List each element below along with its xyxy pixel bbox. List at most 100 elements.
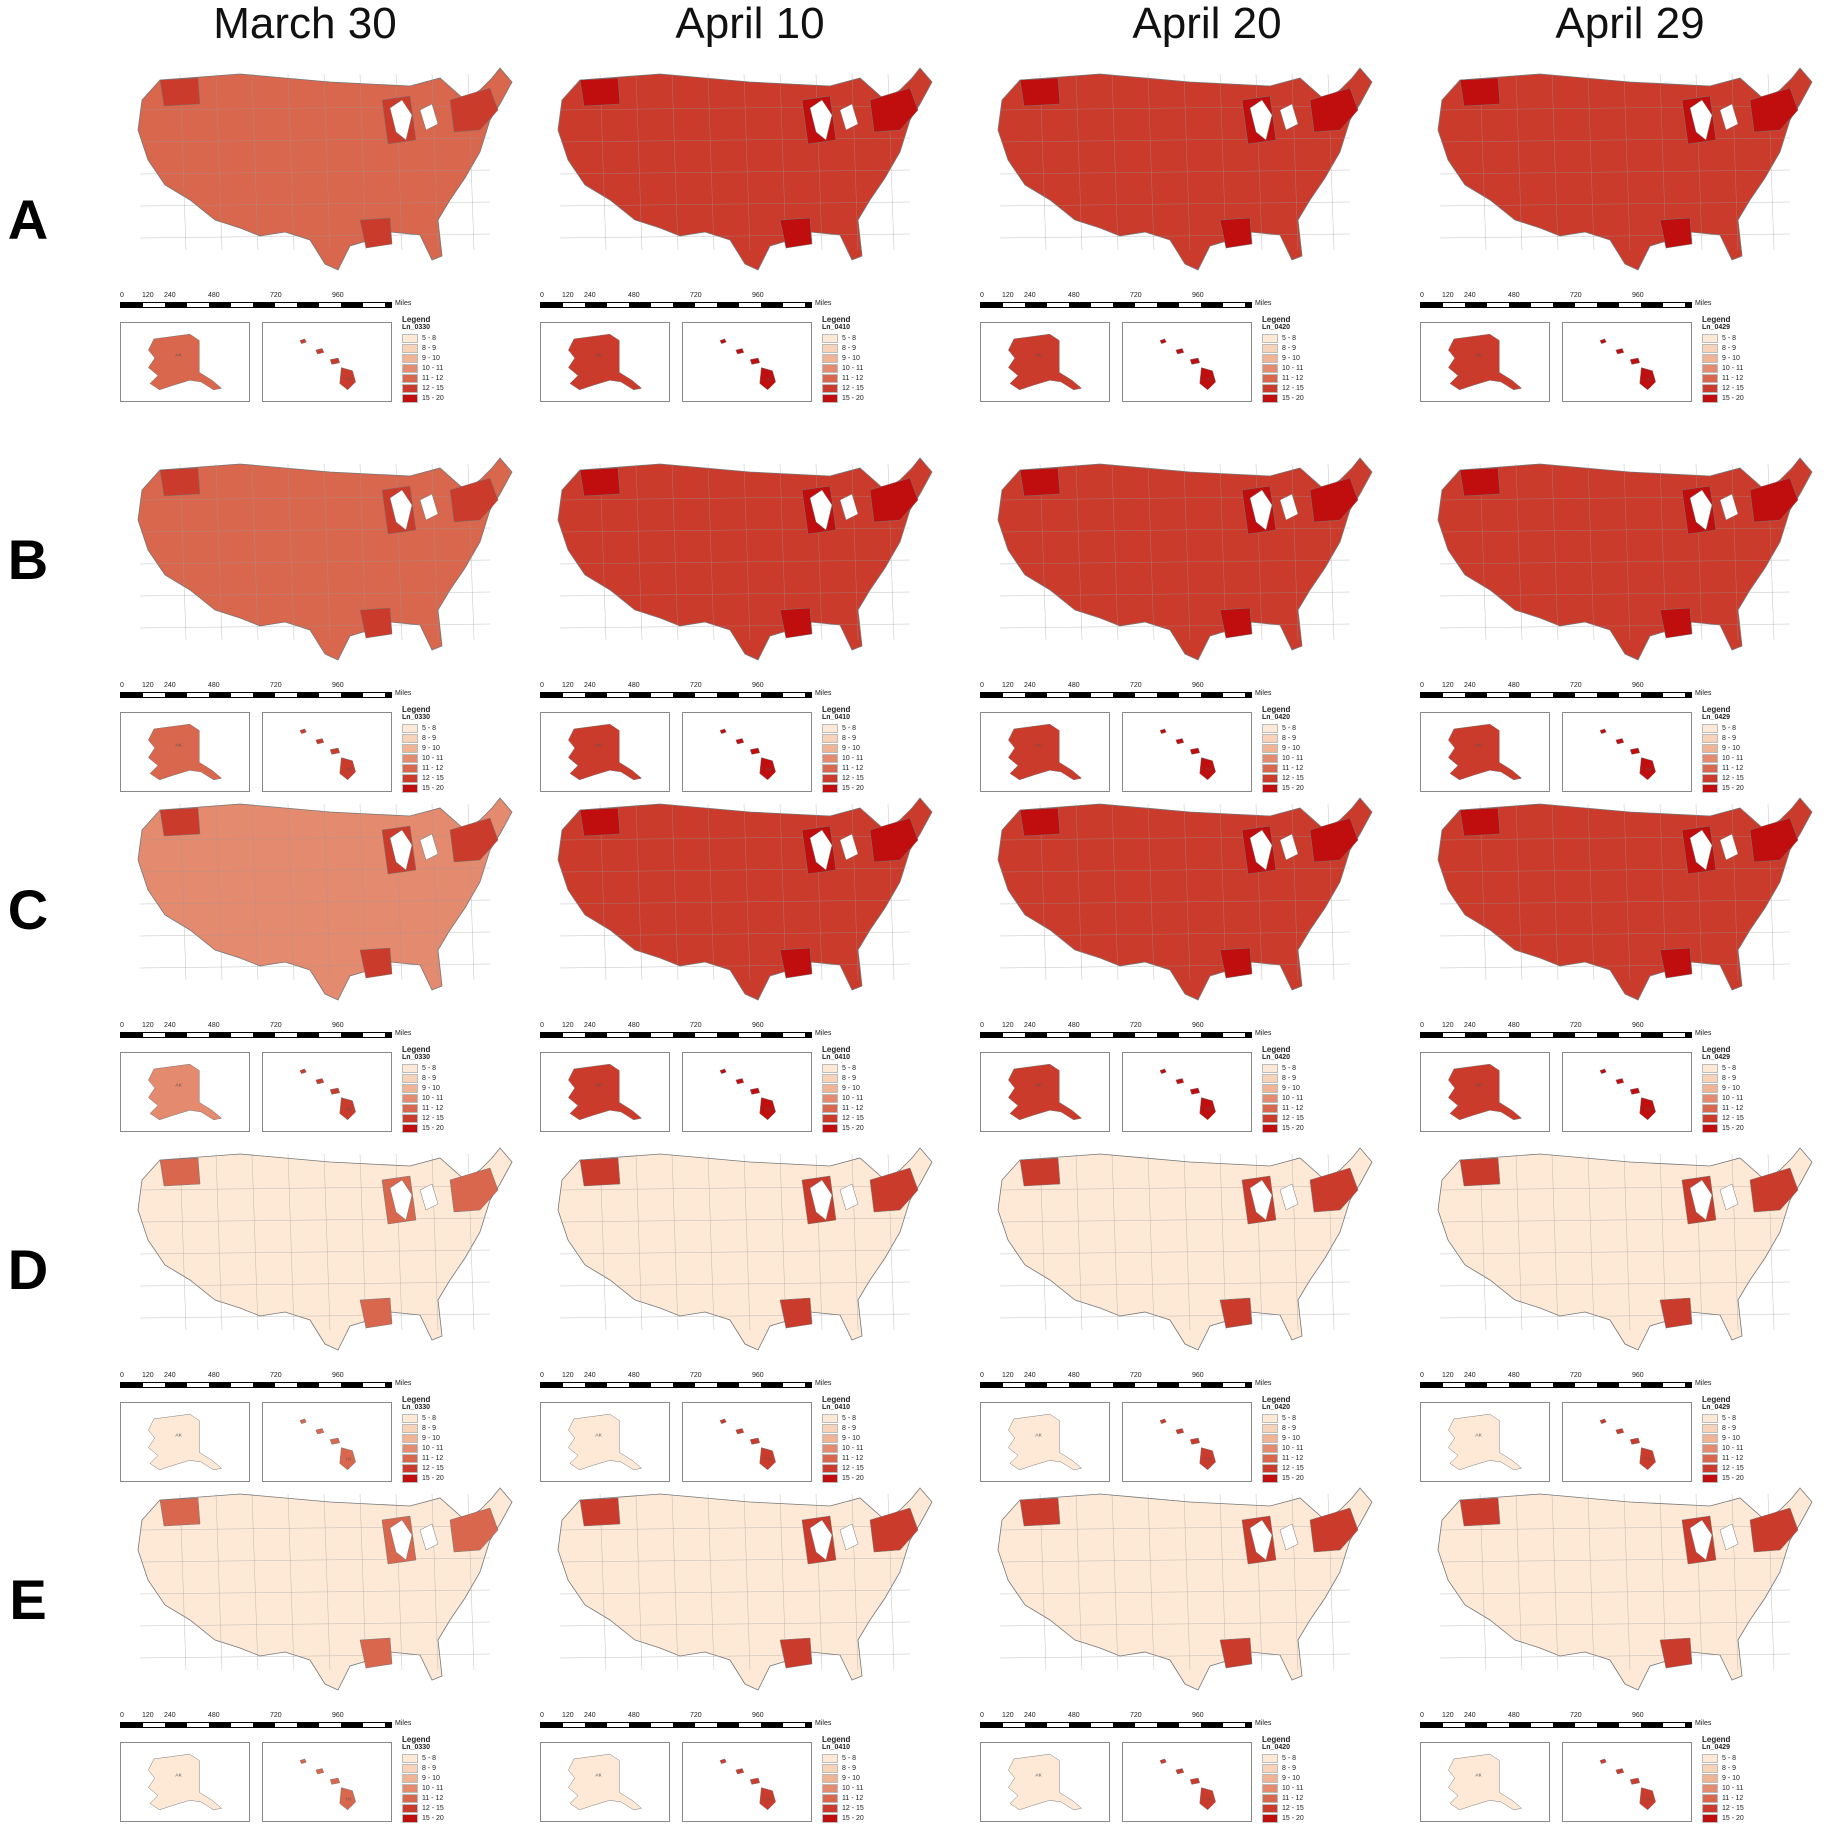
legend-title: Legend bbox=[1702, 1045, 1731, 1054]
legend-title: Legend bbox=[1262, 1735, 1291, 1744]
legend-swatch bbox=[822, 1753, 838, 1763]
alaska-label: AK bbox=[1035, 352, 1042, 358]
row-label-d: D bbox=[7, 1238, 49, 1301]
scale-bar-tick-label: 480 bbox=[628, 292, 640, 299]
legend-class-label: 5 - 8 bbox=[1722, 334, 1737, 342]
legend-class-row: 11 - 12 bbox=[1702, 1793, 1762, 1803]
scale-bar-tick-label: 960 bbox=[1192, 1712, 1204, 1719]
legend-class-label: 11 - 12 bbox=[1282, 1104, 1304, 1112]
scale-bar-tick-label: 720 bbox=[1570, 292, 1582, 299]
scale-bar: 0 120 240 480 720 960 Miles bbox=[980, 682, 1280, 704]
scale-bar: 0 120 240 480 720 960 Miles bbox=[540, 1372, 840, 1394]
legend-class-row: 12 - 15 bbox=[1702, 383, 1762, 393]
scale-bar: 0 120 240 480 720 960 Miles bbox=[120, 292, 420, 314]
legend-swatch bbox=[1262, 383, 1278, 393]
scale-bar-tick-label: 0 bbox=[980, 682, 984, 689]
legend-class-label: 11 - 12 bbox=[422, 1104, 444, 1112]
legend-class-label: 9 - 10 bbox=[1722, 354, 1740, 362]
scale-bar-tick-label: 480 bbox=[1068, 1022, 1080, 1029]
legend-class-label: 11 - 12 bbox=[1282, 1454, 1304, 1462]
legend-class-label: 12 - 15 bbox=[1282, 1114, 1304, 1122]
alaska-shape bbox=[148, 723, 223, 781]
legend-class-label: 9 - 10 bbox=[842, 1434, 860, 1442]
hawaii-shape bbox=[719, 1758, 776, 1811]
legend-class-label: 15 - 20 bbox=[1722, 1814, 1744, 1822]
legend-title: Legend bbox=[822, 1735, 851, 1744]
scale-bar-tick-label: 0 bbox=[1420, 292, 1424, 299]
row-label-b: B bbox=[7, 528, 49, 591]
legend-swatch bbox=[822, 1783, 838, 1793]
legend-class-row: 15 - 20 bbox=[1262, 1813, 1322, 1823]
scale-bar-tick-label: 240 bbox=[1024, 1022, 1036, 1029]
great-lakes bbox=[389, 829, 439, 871]
map-panel-a-2: 0 120 240 480 720 960 Miles AK HI Legend Ln_0410 5 … bbox=[540, 60, 940, 403]
scale-bar-graphic bbox=[120, 1032, 392, 1038]
scale-bar: 0 120 240 480 720 960 Miles bbox=[540, 292, 840, 314]
hotspot-state-region bbox=[579, 1497, 621, 1527]
scale-bar-unit: Miles bbox=[1255, 1720, 1272, 1727]
legend-swatch bbox=[1702, 1783, 1718, 1793]
alaska-shape bbox=[568, 723, 643, 781]
legend-class-row: 5 - 8 bbox=[1702, 1063, 1762, 1073]
legend-class-row: 8 - 9 bbox=[822, 1763, 882, 1773]
legend-class-row: 11 - 12 bbox=[402, 1453, 462, 1463]
legend-class-label: 9 - 10 bbox=[1282, 1434, 1300, 1442]
legend-class-label: 11 - 12 bbox=[1722, 1794, 1744, 1802]
hotspot-state-region bbox=[779, 217, 813, 249]
us-choropleth-map bbox=[997, 1147, 1373, 1351]
legend-swatch bbox=[822, 1803, 838, 1813]
legend-class-row: 12 - 15 bbox=[402, 383, 462, 393]
legend-swatch bbox=[1262, 1753, 1278, 1763]
legend-swatch bbox=[1702, 763, 1718, 773]
legend-swatch bbox=[1702, 773, 1718, 783]
legend-class-label: 10 - 11 bbox=[1722, 1444, 1744, 1452]
us-choropleth-map bbox=[997, 457, 1373, 661]
legend-class-row: 12 - 15 bbox=[1262, 773, 1322, 783]
legend-swatch bbox=[1262, 773, 1278, 783]
legend-swatch bbox=[1262, 743, 1278, 753]
legend-class-row: 10 - 11 bbox=[1702, 1443, 1762, 1453]
legend-class-row: 15 - 20 bbox=[1262, 393, 1322, 403]
scale-bar-graphic bbox=[980, 302, 1252, 308]
hawaii-label: HI bbox=[1206, 376, 1211, 382]
legend-class-row: 10 - 11 bbox=[1702, 363, 1762, 373]
legend-swatch bbox=[402, 1093, 418, 1103]
us-choropleth-map bbox=[1437, 457, 1813, 661]
legend-class-label: 8 - 9 bbox=[1282, 734, 1297, 742]
scale-bar-tick-label: 480 bbox=[1068, 682, 1080, 689]
hotspot-state-region bbox=[1659, 217, 1693, 249]
legend-class-label: 8 - 9 bbox=[422, 734, 437, 742]
alaska-shape bbox=[1448, 333, 1523, 391]
alaska-label: AK bbox=[595, 1082, 602, 1088]
legend-title: Legend bbox=[1262, 1395, 1291, 1404]
legend-class-label: 11 - 12 bbox=[842, 1104, 864, 1112]
great-lakes bbox=[809, 1179, 859, 1221]
legend-class-label: 5 - 8 bbox=[842, 1414, 857, 1422]
great-lakes bbox=[1249, 489, 1299, 531]
scale-bar: 0 120 240 480 720 960 Miles bbox=[980, 292, 1280, 314]
legend-swatch bbox=[402, 363, 418, 373]
alaska-shape bbox=[1008, 333, 1083, 391]
alaska-inset: AK bbox=[540, 1402, 670, 1482]
legend-swatch bbox=[1262, 1443, 1278, 1453]
legend-class-label: 10 - 11 bbox=[842, 1094, 864, 1102]
us-choropleth-map bbox=[1437, 1487, 1813, 1691]
scale-bar-tick-label: 960 bbox=[332, 1372, 344, 1379]
legend-swatch bbox=[1702, 1793, 1718, 1803]
legend-class-row: 12 - 15 bbox=[1262, 1113, 1322, 1123]
map-legend: Legend Ln_0429 5 - 8 8 - 9 9 - 10 10 - 11 11 -… bbox=[1702, 705, 1762, 793]
scale-bar-tick-label: 480 bbox=[208, 1372, 220, 1379]
legend-swatch bbox=[1262, 333, 1278, 343]
legend-title: Legend bbox=[1702, 705, 1731, 714]
alaska-shape bbox=[1448, 1413, 1523, 1471]
legend-class-label: 12 - 15 bbox=[422, 1804, 444, 1812]
legend-class-label: 5 - 8 bbox=[422, 724, 437, 732]
great-lakes bbox=[1689, 829, 1739, 871]
legend-class-label: 5 - 8 bbox=[1282, 334, 1297, 342]
legend-class-row: 8 - 9 bbox=[1262, 733, 1322, 743]
legend-class-label: 9 - 10 bbox=[1282, 354, 1300, 362]
legend-swatch bbox=[822, 1063, 838, 1073]
legend-title: Legend bbox=[1262, 705, 1291, 714]
legend-class-label: 10 - 11 bbox=[1282, 1784, 1304, 1792]
hawaii-shape bbox=[299, 1758, 356, 1811]
